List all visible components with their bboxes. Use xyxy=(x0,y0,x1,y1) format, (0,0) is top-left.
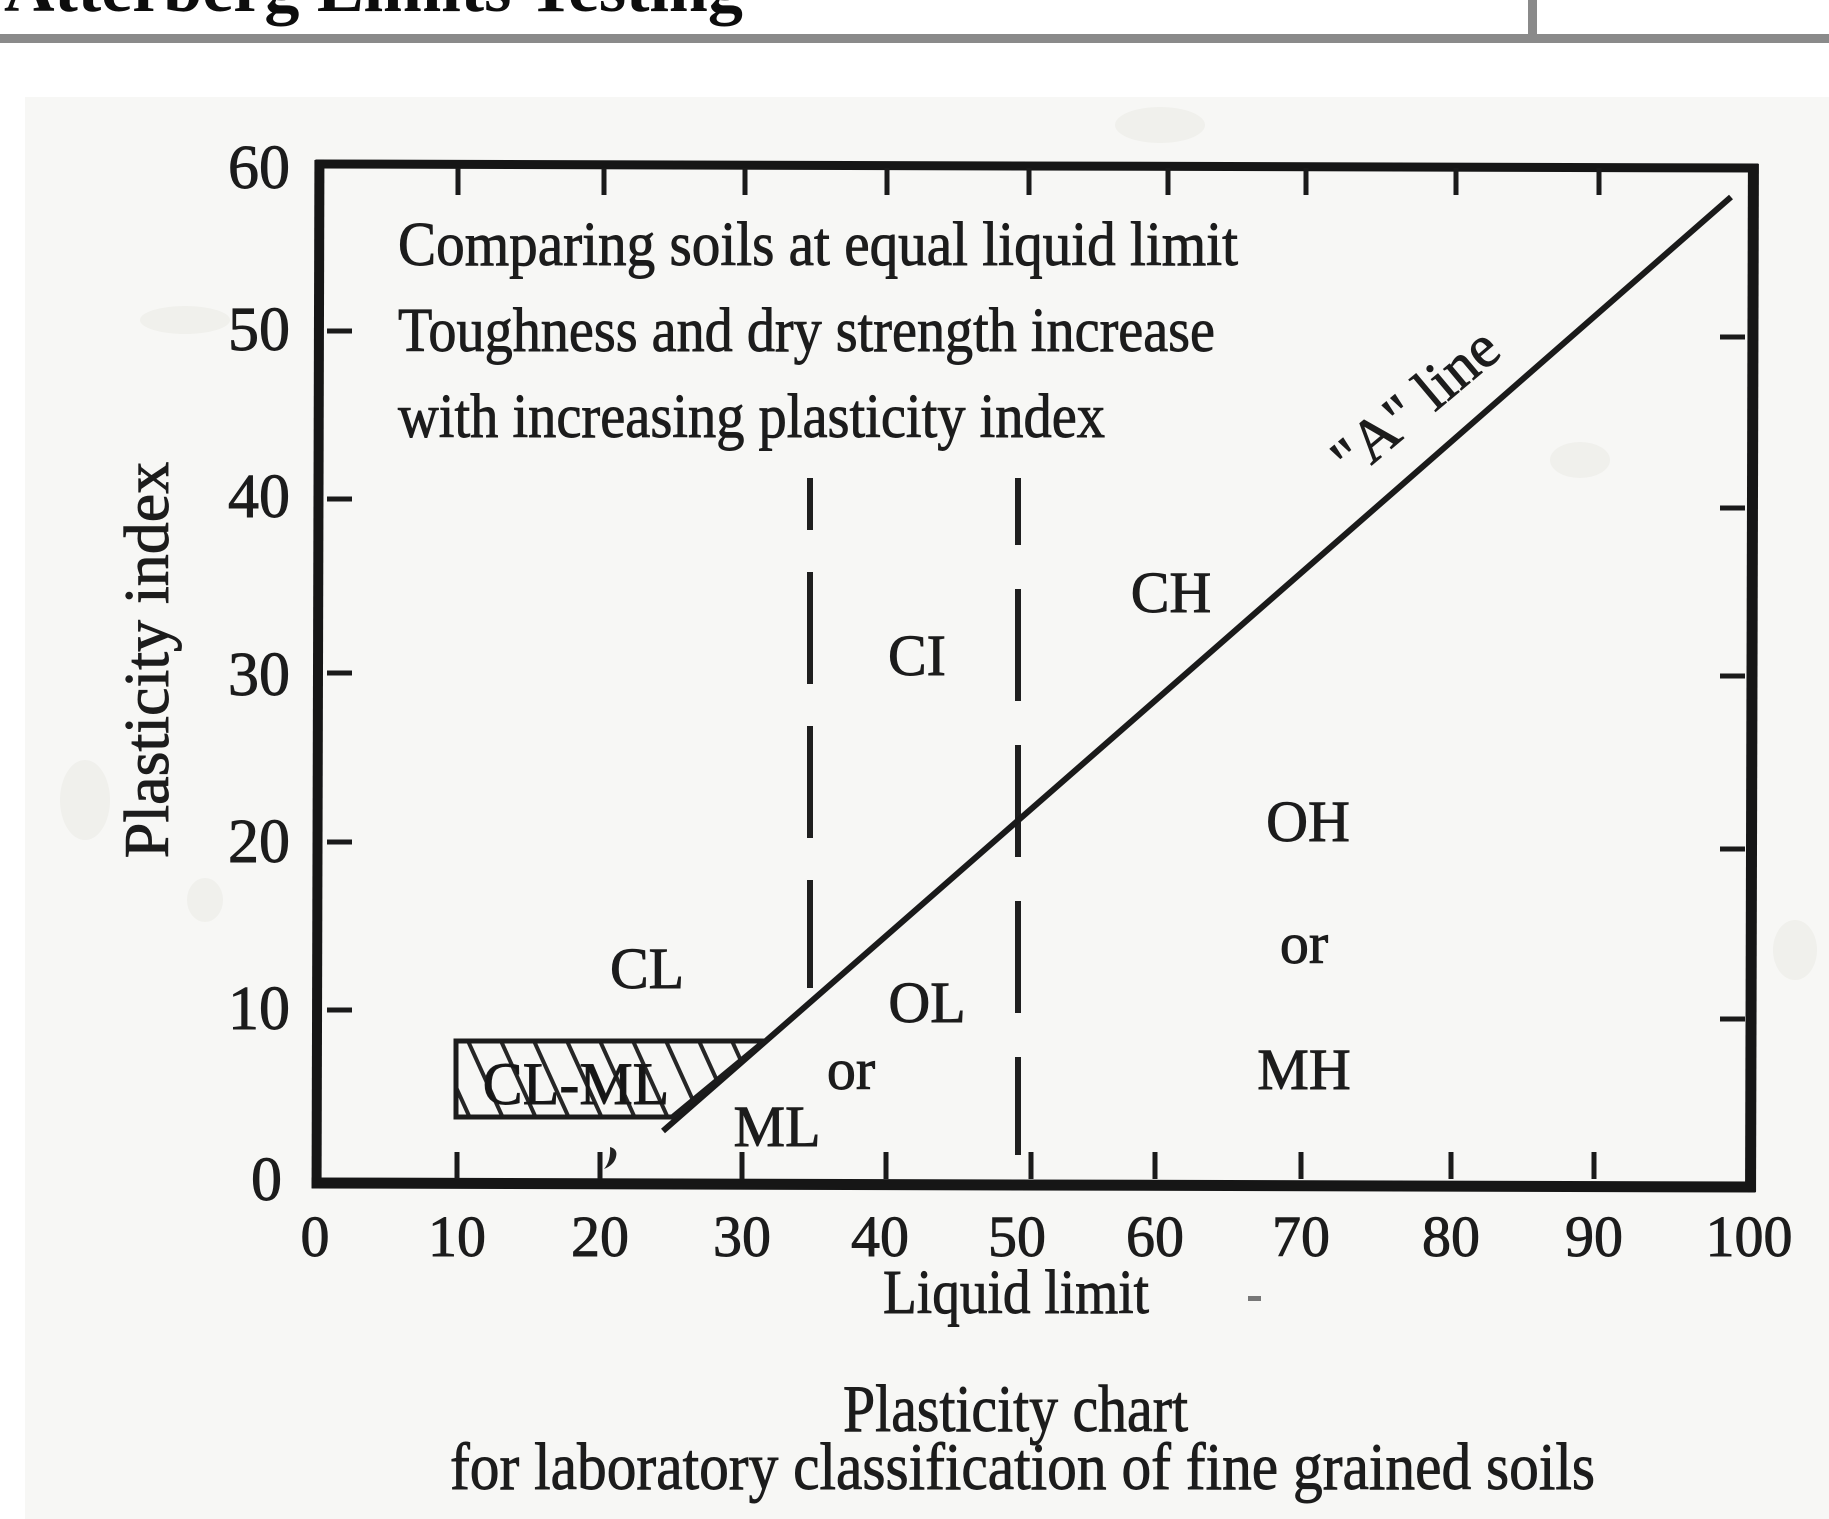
svg-text:or: or xyxy=(1280,911,1328,976)
svg-text:with increasing plasticity ind: with increasing plasticity index xyxy=(398,383,1105,451)
svg-text:Plasticity chart: Plasticity chart xyxy=(843,1372,1188,1446)
svg-text:ML: ML xyxy=(734,1094,821,1159)
svg-text:100: 100 xyxy=(1706,1204,1793,1269)
svg-text:CI: CI xyxy=(888,623,946,688)
svg-text:20: 20 xyxy=(571,1204,629,1269)
svg-text:50: 50 xyxy=(988,1204,1046,1269)
svg-text:Comparing soils at equal liqui: Comparing soils at equal liquid limit xyxy=(398,211,1238,279)
svg-text:CL-ML: CL-ML xyxy=(483,1051,670,1117)
svg-text:80: 80 xyxy=(1422,1204,1480,1269)
svg-text:Plasticity index: Plasticity index xyxy=(111,462,182,858)
svg-text:40: 40 xyxy=(851,1204,909,1269)
svg-text:CH: CH xyxy=(1131,560,1212,625)
svg-text:60: 60 xyxy=(228,134,290,202)
svg-text:70: 70 xyxy=(1272,1204,1330,1269)
svg-text:Liquid limit: Liquid limit xyxy=(883,1259,1149,1327)
svg-text:for laboratory classification: for laboratory classification of fine gr… xyxy=(450,1430,1595,1504)
svg-text:Toughness and dry strength inc: Toughness and dry strength increase xyxy=(398,297,1215,365)
svg-text:10: 10 xyxy=(428,1204,486,1269)
svg-text:30: 30 xyxy=(228,641,290,709)
svg-text:60: 60 xyxy=(1126,1204,1184,1269)
svg-text:50: 50 xyxy=(228,296,290,364)
svg-text:0: 0 xyxy=(251,1146,282,1214)
svg-text:or: or xyxy=(827,1037,875,1102)
svg-text:40: 40 xyxy=(228,463,290,531)
svg-text:30: 30 xyxy=(713,1204,771,1269)
svg-text:CL: CL xyxy=(610,936,684,1001)
svg-text:Atterberg Limits Testing: Atterberg Limits Testing xyxy=(4,0,743,27)
svg-text:MH: MH xyxy=(1257,1037,1350,1102)
svg-text:0: 0 xyxy=(301,1204,330,1269)
svg-text:10: 10 xyxy=(228,975,290,1043)
svg-text:OL: OL xyxy=(888,970,965,1035)
svg-text:90: 90 xyxy=(1565,1204,1623,1269)
svg-text:20: 20 xyxy=(228,808,290,876)
svg-text:OH: OH xyxy=(1266,789,1350,854)
